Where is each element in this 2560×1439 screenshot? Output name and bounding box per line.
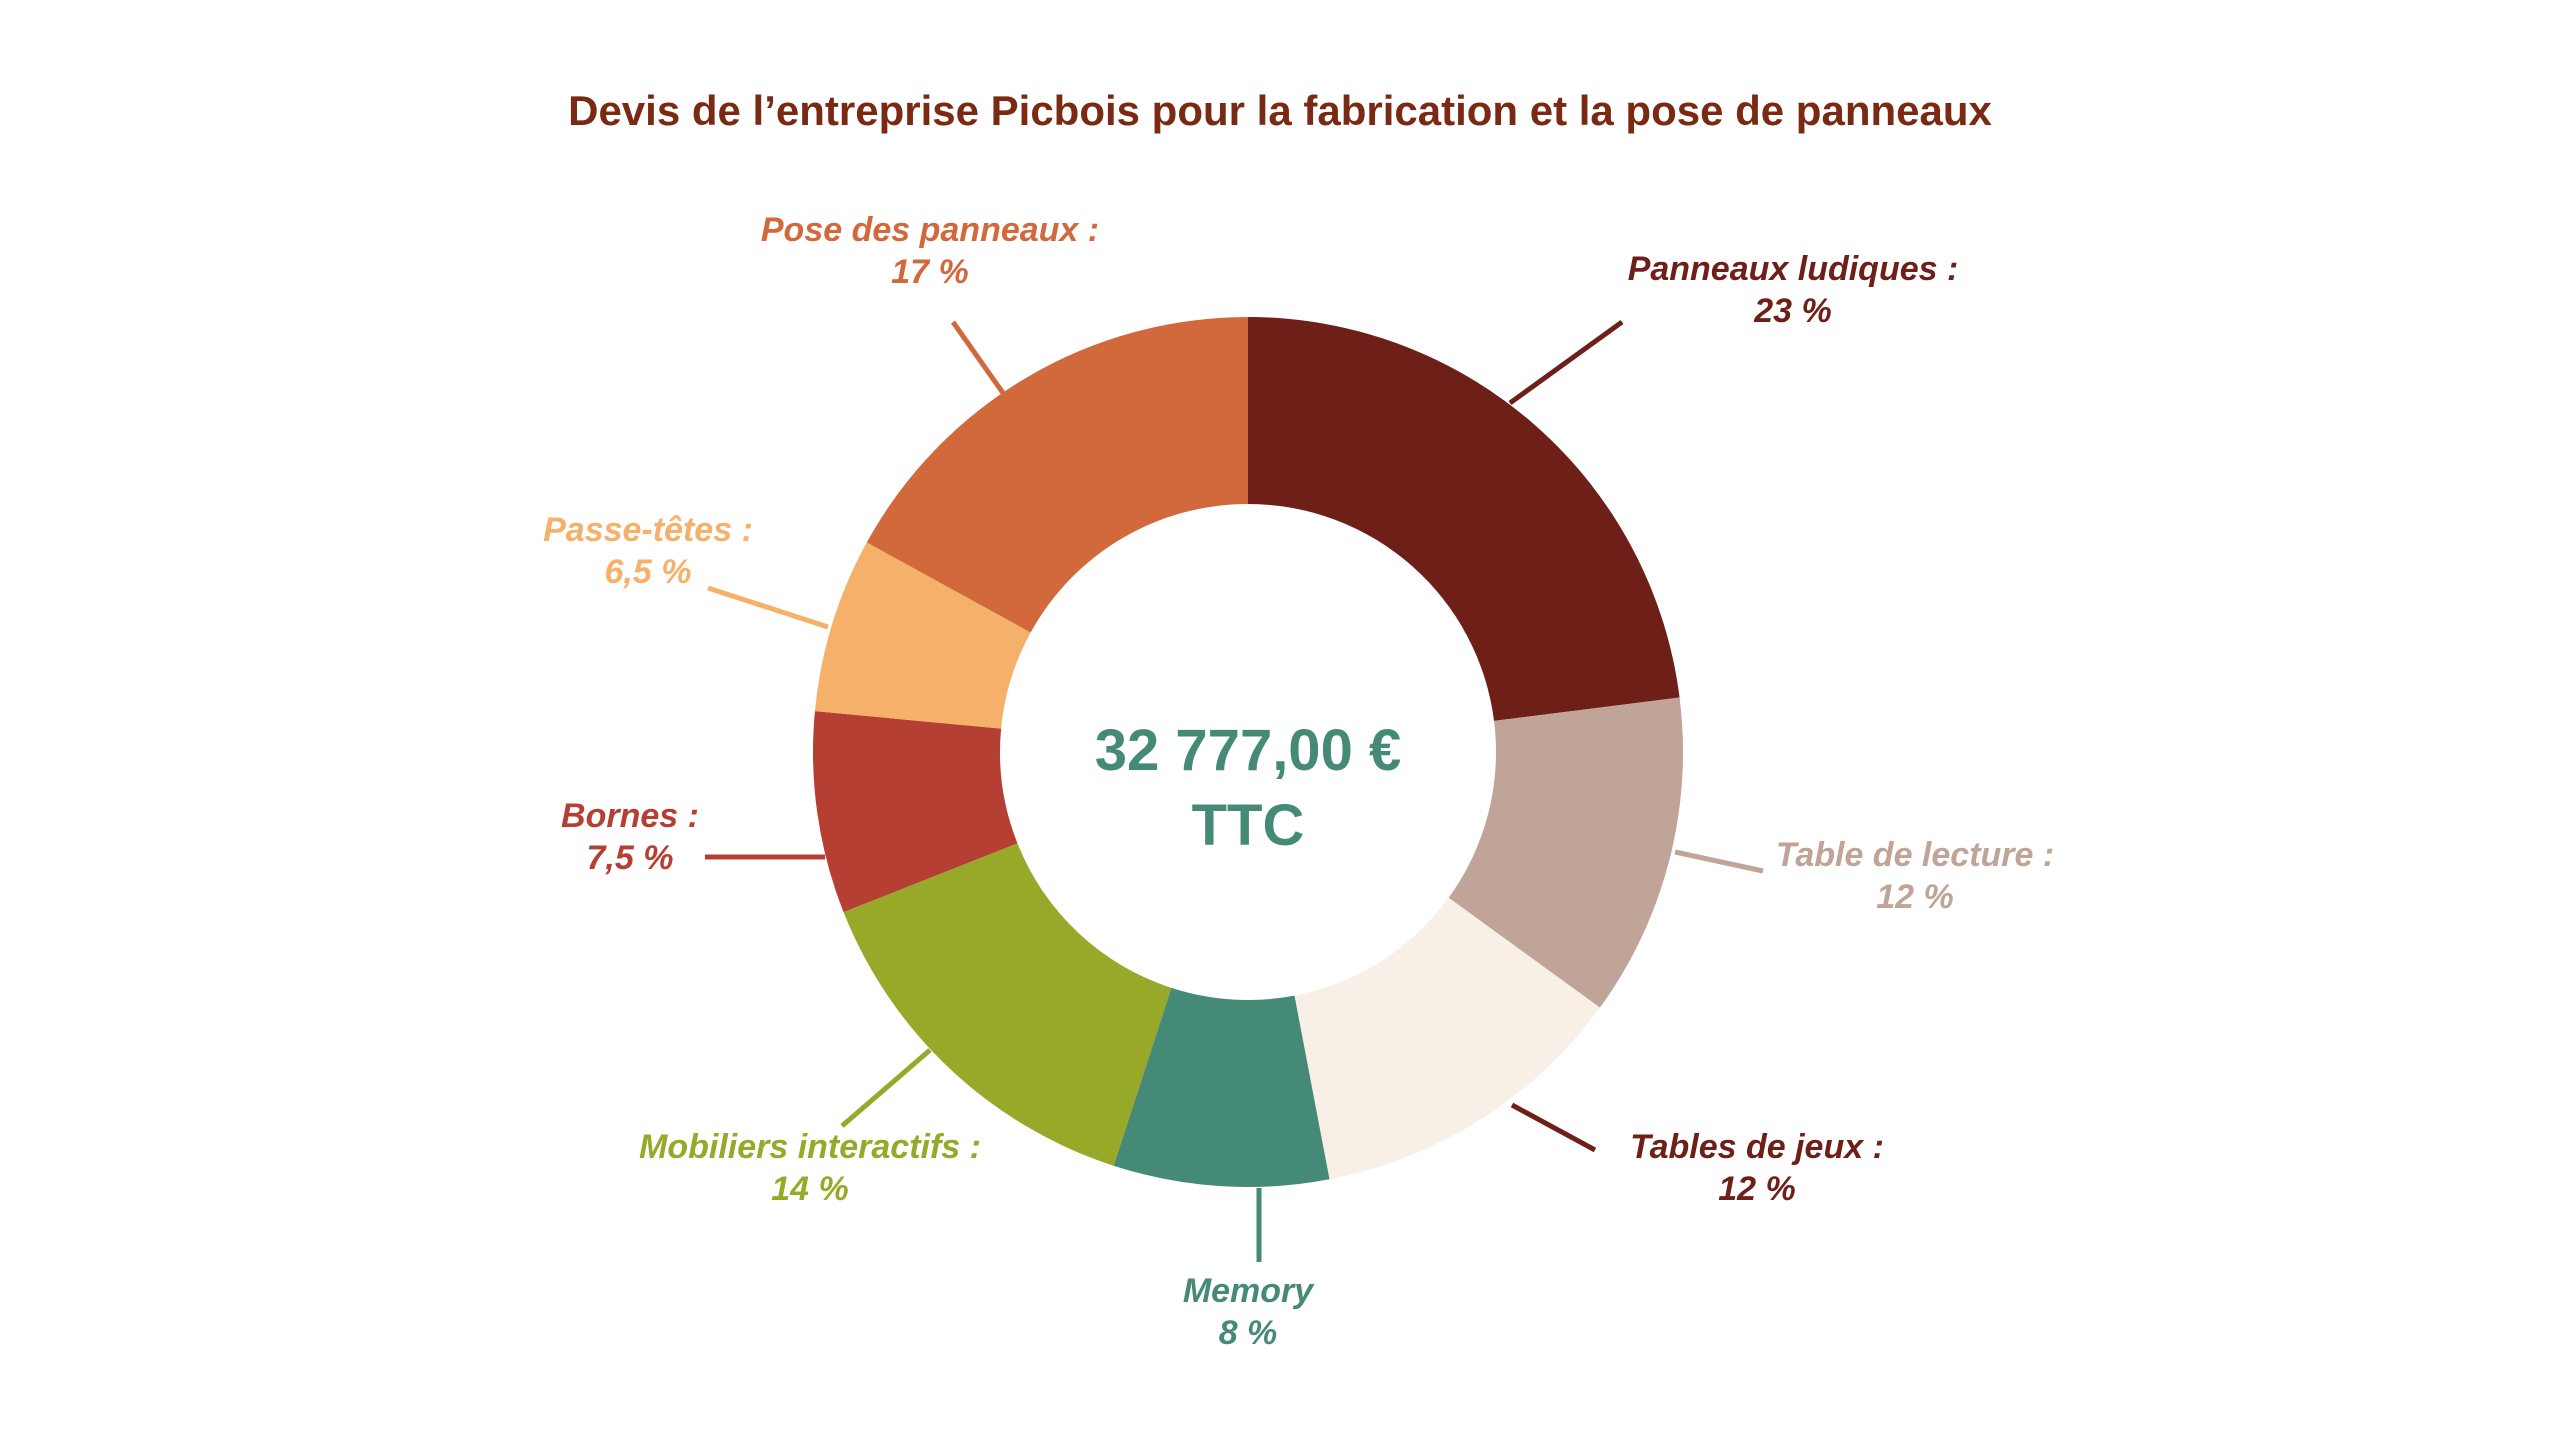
slice-label-value-6: 7,5 % xyxy=(587,839,674,877)
slice-8 xyxy=(866,317,1248,633)
slice-label-value-7: 6,5 % xyxy=(605,553,692,591)
slice-label-name-3: Tables de jeux : xyxy=(1630,1128,1884,1166)
slice-label-name-2: Table de lecture : xyxy=(1776,836,2054,874)
slice-label-name-8: Pose des panneaux : xyxy=(761,211,1099,249)
slice-label-name-7: Passe-têtes : xyxy=(543,511,753,549)
center-total-amount: 32 777,00 € xyxy=(1095,718,1401,783)
slice-5 xyxy=(843,843,1172,1166)
leader-line-2 xyxy=(1674,849,1764,874)
slice-7 xyxy=(814,542,1031,729)
donut-slices xyxy=(812,317,1684,1187)
slice-label-name-5: Mobiliers interactifs : xyxy=(639,1128,981,1166)
slice-label-value-1: 23 % xyxy=(1753,292,1832,330)
slice-2 xyxy=(1448,697,1684,1008)
leader-lines xyxy=(705,319,1764,1262)
slice-label-value-8: 17 % xyxy=(891,253,969,291)
slice-3 xyxy=(1294,897,1600,1180)
slice-label-value-2: 12 % xyxy=(1876,878,1954,916)
slice-labels: Panneaux ludiques : 23 % Table de lecture … xyxy=(543,211,2054,1352)
slice-label-name-4: Memory xyxy=(1183,1272,1315,1310)
chart-title: Devis de l’entreprise Picbois pour la fa… xyxy=(568,87,1992,134)
slice-label-name-6: Bornes : xyxy=(561,797,699,835)
leader-line-1 xyxy=(1508,319,1624,406)
slice-4 xyxy=(1113,987,1330,1187)
leader-line-3 xyxy=(1510,1102,1597,1153)
slice-label-value-4: 8 % xyxy=(1219,1314,1278,1352)
slice-label-value-3: 12 % xyxy=(1718,1170,1796,1208)
slice-label-name-1: Panneaux ludiques : xyxy=(1628,250,1959,288)
leader-line-5 xyxy=(840,1048,932,1128)
slice-label-value-5: 14 % xyxy=(771,1170,849,1208)
slice-6 xyxy=(812,711,1018,913)
leader-line-7 xyxy=(707,585,829,630)
slice-1 xyxy=(1248,317,1680,721)
center-total-suffix: TTC xyxy=(1192,793,1305,858)
leader-line-8 xyxy=(950,320,1006,395)
